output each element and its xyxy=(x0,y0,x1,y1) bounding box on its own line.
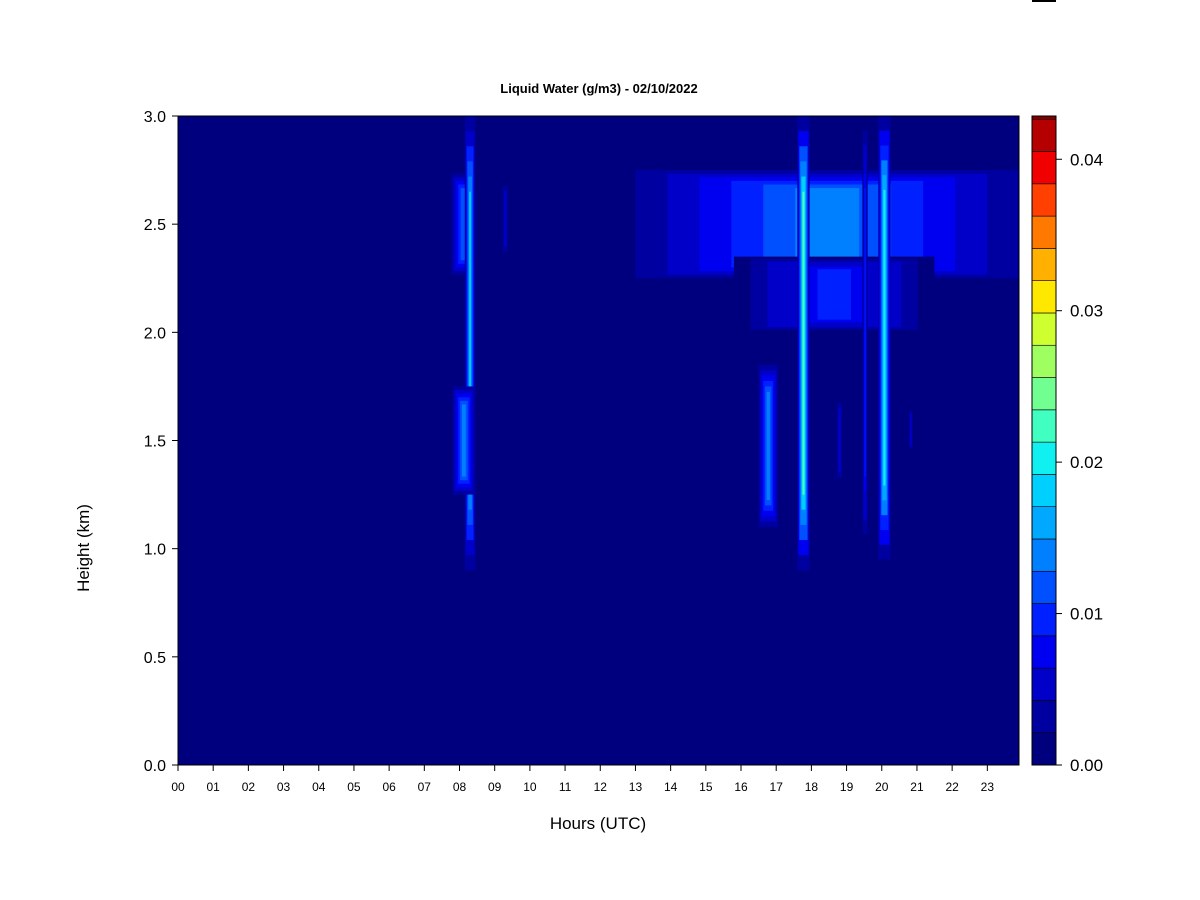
x-tick-label: 13 xyxy=(629,780,643,794)
colorbar-tick-label: 0.04 xyxy=(1070,150,1103,169)
y-axis: 0.0 0.5 1.0 1.5 2.0 2.5 3.0 xyxy=(144,109,178,775)
heatmap-cell-group xyxy=(452,386,476,495)
heatmap-cell-group xyxy=(836,397,844,484)
heatmap-cell xyxy=(504,193,506,244)
heatmap-cell xyxy=(864,188,866,477)
colorbar-tick-label: 0.02 xyxy=(1070,453,1103,472)
x-tick-label: 10 xyxy=(523,780,537,794)
heatmap-cell-group xyxy=(464,116,476,571)
x-tick-label: 09 xyxy=(488,780,502,794)
x-tick-label: 03 xyxy=(277,780,291,794)
colorbar-swatch xyxy=(1031,667,1057,701)
y-tick-label: 2.0 xyxy=(144,325,166,342)
y-tick-label: 1.0 xyxy=(144,542,166,559)
x-tick-label: 06 xyxy=(382,780,396,794)
x-tick-label: 21 xyxy=(910,780,924,794)
y-axis-label: Height (km) xyxy=(74,504,93,592)
colorbar-swatch xyxy=(1031,344,1057,378)
x-tick-label: 02 xyxy=(242,780,256,794)
colorbar-swatch xyxy=(1031,312,1057,346)
colorbar-swatch xyxy=(1031,441,1057,475)
y-tick-label: 1.5 xyxy=(144,434,166,451)
heatmap-cell xyxy=(910,415,912,445)
colorbar-tick-label: 0.00 xyxy=(1070,756,1103,775)
y-tick-label: 2.5 xyxy=(144,217,166,234)
heatmap-cell-group xyxy=(758,364,778,528)
x-axis: 00 01 02 03 04 05 06 07 08 09 10 11 12 13 14 15 16 17 18 19… xyxy=(171,765,994,794)
heatmap-cell xyxy=(469,191,471,495)
colorbar-swatch xyxy=(1031,570,1057,604)
colorbar-tick-label: 0.01 xyxy=(1070,605,1103,624)
colorbar-swatch xyxy=(1031,700,1057,734)
colorbar-swatch xyxy=(1031,603,1057,637)
x-tick-label: 11 xyxy=(559,780,572,794)
colorbar-swatch xyxy=(1031,248,1057,281)
heatmap-cell xyxy=(766,391,770,500)
x-tick-label: 16 xyxy=(734,780,748,794)
colorbar-swatch xyxy=(1031,474,1057,507)
x-tick-label: 17 xyxy=(770,780,784,794)
heatmap-cell-group xyxy=(878,116,891,560)
plot-area xyxy=(178,116,1019,765)
colorbar-swatch xyxy=(1031,506,1057,540)
heatmap-cell-group xyxy=(862,116,868,549)
colorbar-swatch xyxy=(1031,118,1057,152)
x-tick-label: 23 xyxy=(981,780,995,794)
colorbar-swatch xyxy=(1031,151,1057,185)
heatmap-cell-group xyxy=(908,408,914,452)
y-tick-label: 0.0 xyxy=(144,758,166,775)
colorbar-swatch xyxy=(1031,635,1057,669)
x-tick-label: 14 xyxy=(664,780,678,794)
x-tick-label: 19 xyxy=(840,780,854,794)
colorbar-swatch xyxy=(1031,732,1057,766)
heatmap-cell xyxy=(817,269,851,320)
x-tick-label: 07 xyxy=(418,780,432,794)
x-tick-label: 22 xyxy=(945,780,959,794)
x-axis-label: Hours (UTC) xyxy=(550,814,646,833)
x-tick-label: 04 xyxy=(312,780,326,794)
y-tick-label: 0.5 xyxy=(144,650,166,667)
colorbar-swatch xyxy=(1031,280,1057,314)
colorbar-swatch xyxy=(1031,183,1057,217)
x-tick-label: 18 xyxy=(805,780,819,794)
heatmap-cell xyxy=(838,411,841,470)
x-tick-label: 01 xyxy=(207,780,221,794)
heatmap-cell-group xyxy=(733,256,935,333)
heatmap-cell-group xyxy=(797,116,810,571)
heatmap-cell xyxy=(883,189,886,486)
colorbar: 0.00 0.01 0.02 0.03 0.04 xyxy=(1031,115,1103,775)
chart-title: Liquid Water (g/m3) - 02/10/2022 xyxy=(500,81,697,96)
x-tick-label: 00 xyxy=(171,780,185,794)
heatmap-cell xyxy=(460,188,466,261)
top-edge-mark xyxy=(1032,0,1056,2)
x-tick-label: 08 xyxy=(453,780,467,794)
colorbar-swatch xyxy=(1031,409,1057,443)
colorbar-swatch xyxy=(1031,215,1057,249)
heatmap-cell-group xyxy=(501,180,509,257)
colorbar-swatch xyxy=(1031,538,1057,572)
x-tick-label: 12 xyxy=(594,780,608,794)
x-tick-label: 05 xyxy=(347,780,361,794)
x-tick-label: 20 xyxy=(875,780,889,794)
colorbar-swatch xyxy=(1031,377,1057,411)
y-tick-label: 3.0 xyxy=(144,109,166,126)
colorbar-tick-label: 0.03 xyxy=(1070,302,1103,321)
x-tick-label: 15 xyxy=(699,780,713,794)
colorbar-frame xyxy=(1031,115,1057,766)
heatmap-cell xyxy=(461,404,466,477)
heatmap-cell xyxy=(802,191,805,495)
